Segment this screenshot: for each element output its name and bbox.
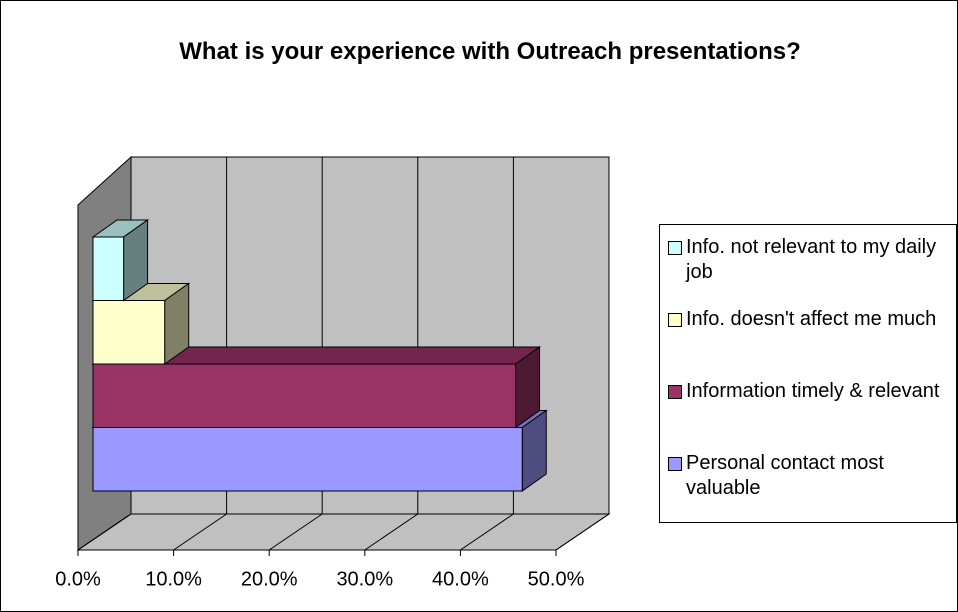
legend-label: Info. doesn't affect me much <box>686 308 937 330</box>
x-tick-label: 30.0% <box>336 568 393 590</box>
floor <box>76 513 611 551</box>
x-tick-label: 50.0% <box>528 568 585 590</box>
floor-line <box>77 513 132 551</box>
legend-entry: Personal contact most valuable <box>666 451 956 501</box>
legend-entry: Information timely & relevant <box>666 379 956 404</box>
bar <box>92 427 523 492</box>
x-tick-label: 40.0% <box>432 568 489 590</box>
legend-swatch <box>668 241 682 255</box>
floor-line <box>173 513 227 551</box>
floor-line <box>364 513 419 551</box>
legend-entry: Info. doesn't affect me much <box>666 307 956 332</box>
chart-title: What is your experience with Outreach pr… <box>179 38 801 65</box>
x-tick-label: 0.0% <box>55 568 101 590</box>
legend: Info. not relevant to my daily job Info. … <box>659 224 957 523</box>
floor-line <box>555 513 610 551</box>
legend-swatch <box>668 457 682 471</box>
x-tick-label: 10.0% <box>145 568 202 590</box>
floor-line <box>268 513 323 551</box>
legend-swatch <box>668 313 682 327</box>
legend-label: Info. not relevant to my daily job <box>686 236 937 283</box>
floor-line <box>460 513 514 551</box>
bar <box>92 363 517 428</box>
legend-label: Information timely & relevant <box>686 380 940 402</box>
legend-entry: Info. not relevant to my daily job <box>666 235 956 285</box>
legend-label: Personal contact most valuable <box>686 452 884 499</box>
bar <box>92 300 166 365</box>
bar <box>92 236 125 301</box>
x-tick-label: 20.0% <box>241 568 298 590</box>
legend-swatch <box>668 385 682 399</box>
